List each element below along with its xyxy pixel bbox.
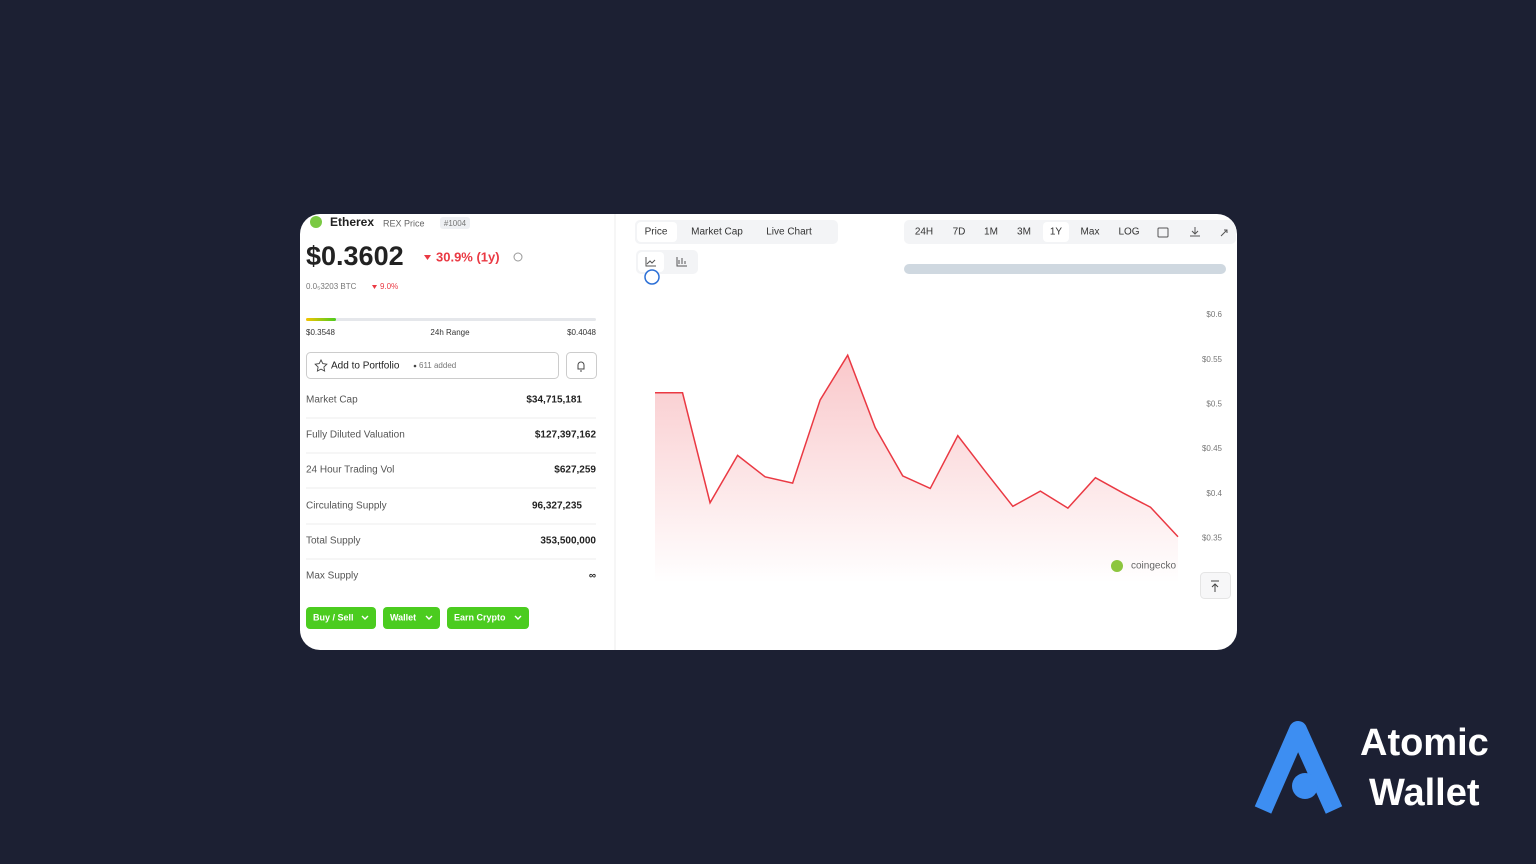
action-label: Earn Crypto	[454, 612, 506, 622]
candle-icon[interactable]	[676, 257, 687, 267]
rank: #1004	[444, 219, 467, 228]
chevron	[514, 615, 522, 620]
range-option[interactable]: 1Y	[1050, 227, 1063, 238]
y-tick-label: $0.45	[1202, 444, 1223, 453]
portfolio-added: 611 added	[419, 361, 456, 370]
y-tick-label: $0.4	[1206, 489, 1222, 498]
y-tick-label: $0.35	[1202, 534, 1223, 543]
action-label: Wallet	[390, 612, 416, 622]
tab-bar	[635, 220, 838, 244]
ranges: 24H 7D 1M 3M 1Y Max LOG	[915, 227, 1140, 238]
down-arrow	[372, 285, 377, 289]
btc-change: 9.0%	[380, 282, 398, 291]
stat-value: 353,500,000	[540, 536, 596, 547]
stat-label: 24 Hour Trading Vol	[306, 465, 394, 476]
range-option[interactable]: 1M	[984, 227, 998, 238]
tab-selected	[637, 222, 677, 242]
chevron	[361, 615, 369, 620]
brand-name: Atomic	[1360, 722, 1489, 764]
plot: $0.6 $0.55 $0.5 $0.45 $0.4 $0.35	[655, 310, 1223, 584]
range-track	[306, 318, 596, 321]
price: $0.3602	[306, 241, 404, 271]
range-label: 24h Range	[430, 328, 470, 337]
stat-value: $127,397,162	[535, 430, 597, 441]
bell-icon	[577, 361, 585, 372]
action-button[interactable]	[447, 607, 529, 629]
stat-value: $34,715,181	[526, 395, 582, 406]
brand-name: Wallet	[1369, 772, 1480, 814]
info-icon	[513, 252, 523, 262]
tab[interactable]: Price	[645, 227, 668, 238]
action-label: Buy / Sell	[313, 612, 354, 622]
portfolio-label: Add to Portfolio	[331, 361, 400, 372]
stat-value: ∞	[589, 571, 596, 582]
stat-value: $627,259	[554, 465, 596, 476]
watermark: coingecko	[1131, 561, 1176, 572]
area	[655, 355, 1178, 584]
y-tick-label: $0.55	[1202, 355, 1223, 364]
range-option[interactable]: 24H	[915, 227, 933, 238]
stats: Market Cap $34,715,181 Fully Diluted Valua…	[306, 395, 596, 582]
alert-button[interactable]	[566, 352, 597, 379]
brand-dot	[1292, 773, 1318, 799]
scroll-icon	[1211, 580, 1219, 592]
portfolio-button[interactable]	[306, 352, 559, 379]
download-icon[interactable]	[1190, 227, 1200, 237]
actions: Buy / Sell Wallet Earn Crypto	[306, 607, 529, 629]
calendar-icon[interactable]	[1157, 227, 1169, 238]
stat-label: Fully Diluted Valuation	[306, 430, 405, 441]
range-option[interactable]: LOG	[1118, 227, 1139, 238]
price-change: 30.9% (1y)	[436, 249, 500, 264]
tab[interactable]: Live Chart	[766, 227, 812, 238]
btc-price: 0.0₅3203 BTC	[306, 282, 357, 291]
action-button[interactable]	[306, 607, 376, 629]
range-option[interactable]: Max	[1081, 227, 1100, 238]
tabs: Price Market Cap Live Chart	[645, 227, 812, 238]
y-tick-label: $0.5	[1206, 400, 1222, 409]
coin-symbol: REX Price	[383, 218, 425, 228]
cursor	[644, 269, 660, 285]
star-icon	[314, 358, 328, 372]
stat-label: Circulating Supply	[306, 501, 387, 512]
range-option[interactable]: 3M	[1017, 227, 1031, 238]
range-selected	[1043, 222, 1069, 242]
chevron	[425, 615, 433, 620]
y-tick-label: $0.6	[1206, 310, 1222, 319]
range-low: $0.3548	[306, 328, 335, 337]
down-arrow	[424, 255, 431, 260]
stat-label: Total Supply	[306, 536, 360, 547]
action-button[interactable]	[383, 607, 440, 629]
card: Etherex REX Price #1004 $0.3602 30.9% (1…	[300, 214, 1237, 650]
tab[interactable]: Market Cap	[691, 227, 743, 238]
stat-label: Max Supply	[306, 571, 358, 582]
rank-badge	[440, 217, 470, 229]
stat-label: Market Cap	[306, 395, 358, 406]
coin-name: Etherex	[330, 215, 374, 229]
coin-icon	[310, 216, 322, 228]
watermark-icon	[1111, 560, 1123, 572]
range-fill	[306, 318, 336, 321]
expand-icon[interactable]	[1220, 229, 1228, 237]
range-bar	[904, 220, 1236, 244]
price-line	[655, 353, 1179, 538]
dot	[413, 364, 417, 368]
zoom-slider[interactable]	[904, 264, 1226, 274]
stat-value: 96,327,235	[532, 501, 582, 512]
brand-logo	[1254, 721, 1343, 814]
card-bg	[300, 214, 1237, 650]
line-icon	[645, 257, 656, 267]
range-option[interactable]: 7D	[953, 227, 966, 238]
range-high: $0.4048	[567, 328, 596, 337]
